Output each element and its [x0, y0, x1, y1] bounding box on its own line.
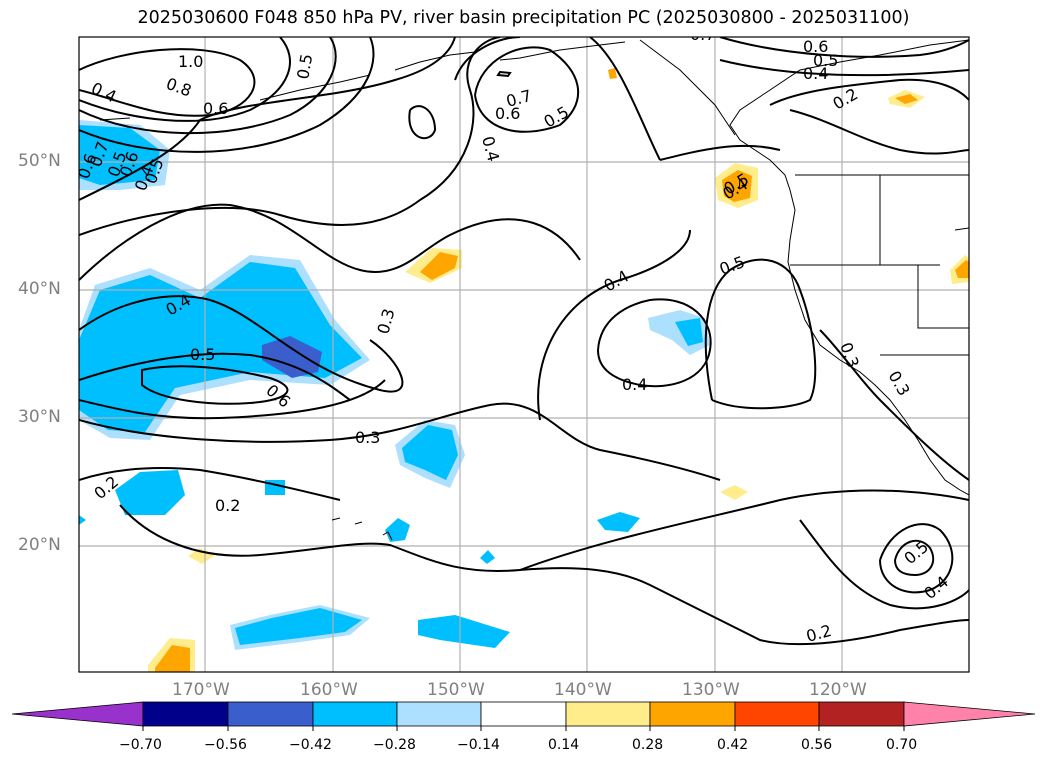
colorbar-tick-label: −0.42 [289, 737, 332, 753]
contour-line [704, 258, 817, 410]
contour-line [79, 379, 386, 420]
positive-precip-region [722, 170, 752, 202]
contour-line [719, 59, 969, 77]
colorbar [11, 701, 1036, 731]
positive-precip-region [955, 260, 969, 278]
positive-precip-region [895, 94, 918, 104]
contour-line [537, 229, 691, 421]
contour-label: 0.5 [813, 51, 838, 70]
contour-label: 0.7 [690, 25, 715, 44]
contour-line [879, 523, 954, 594]
contour-label: 0.3 [355, 428, 380, 447]
negative-precip-region [402, 425, 458, 480]
colorbar-segment [818, 701, 905, 727]
lat-label-50n: 50°N [18, 151, 61, 171]
negative-precip-region [115, 470, 185, 515]
contour-line [496, 70, 512, 78]
contour-label: 0.5 [190, 345, 215, 364]
contour-label: 0.6 [803, 37, 828, 56]
contour-label: 0.4 [803, 64, 828, 83]
map-frame [78, 36, 970, 673]
negative-precip-region [480, 550, 495, 564]
contour-line [799, 519, 969, 610]
contour-line [79, 352, 351, 401]
contour-line [659, 144, 781, 161]
colorbar-tick-label: −0.14 [457, 737, 500, 753]
positive-precip-region [420, 252, 458, 280]
lat-label-40n: 40°N [18, 279, 61, 299]
negative-precip-region [418, 615, 510, 648]
colorbar-segment [649, 701, 736, 727]
contour-line [79, 467, 341, 501]
colorbar-tick-label: −0.28 [373, 737, 416, 753]
colorbar-tick-label: 0.70 [886, 737, 918, 753]
contour-line [597, 298, 712, 388]
contour-label: 0.2 [215, 496, 240, 515]
colorbar-extension-left [11, 701, 144, 727]
contour-line [79, 37, 501, 236]
contour-line [79, 37, 291, 122]
contour-line [408, 105, 437, 140]
contour-line [79, 37, 456, 201]
contour-line [894, 539, 935, 577]
negative-precip-region [385, 518, 410, 542]
colorbar-segment [565, 701, 651, 727]
contour-line [79, 37, 337, 135]
contour-label: 0.6 [203, 99, 228, 118]
negative-precip-region [235, 608, 362, 645]
contour-line [589, 37, 661, 161]
lon-label-120w: 120°W [809, 680, 867, 700]
colorbar-tick-label: 0.28 [632, 737, 664, 753]
contour-line [119, 504, 969, 646]
negative-precip-region [79, 125, 160, 185]
contour-line [519, 489, 969, 571]
contour-line [719, 37, 969, 58]
contour-line [79, 402, 721, 481]
negative-precip-region [675, 318, 703, 346]
contour-label: 0.4 [622, 375, 647, 394]
strong-negative-precip-region [262, 336, 322, 378]
contour-line [79, 37, 375, 153]
lat-label-20n: 20°N [18, 535, 61, 555]
colorbar-segment [480, 701, 567, 727]
lon-label-170w: 170°W [172, 680, 230, 700]
colorbar-segment [396, 701, 482, 727]
contour-label: 0.6 [495, 104, 520, 123]
coastlines [99, 39, 969, 541]
positive-precip-region [155, 645, 190, 672]
negative-precip-region [79, 515, 86, 525]
contour-label: 0.5 [293, 52, 316, 80]
positive-precip-region [608, 68, 617, 79]
colorbar-tick-label: 0.42 [717, 737, 749, 753]
lat-label-30n: 30°N [18, 407, 61, 427]
colorbar-segment [734, 701, 820, 727]
colorbar-tick-label: −0.70 [119, 737, 162, 753]
contour-line [79, 48, 256, 117]
contour-label: 1.0 [178, 52, 203, 71]
colorbar-tick-label: 0.14 [548, 737, 580, 753]
colorbar-segment [142, 701, 229, 727]
colorbar-segment [227, 701, 314, 727]
colorbar-tick-label: 0.56 [801, 737, 833, 753]
pv-contours [79, 37, 969, 646]
contour-line [789, 109, 969, 155]
negative-precip-region [597, 512, 640, 532]
contour-line [79, 203, 581, 281]
contour-line [474, 46, 579, 133]
contour-line [141, 365, 289, 405]
contour-line [79, 295, 404, 393]
map-panel: 1.0 0.8 0.4 0.6 0.5 0.7 0.6 0.5 0.4 0.6 … [79, 25, 969, 672]
contour-line [769, 78, 969, 106]
colorbar-tick-label: −0.56 [204, 737, 247, 753]
positive-precip-region [720, 485, 748, 500]
colorbar-segment [312, 701, 398, 727]
colorbar-extension-right [903, 701, 1036, 727]
lon-label-140w: 140°W [554, 680, 612, 700]
contour-line [819, 329, 969, 481]
figure-title: 2025030600 F048 850 hPa PV, river basin … [137, 8, 910, 28]
lon-label-130w: 130°W [682, 680, 740, 700]
lon-label-150w: 150°W [427, 680, 485, 700]
lon-label-160w: 160°W [300, 680, 358, 700]
